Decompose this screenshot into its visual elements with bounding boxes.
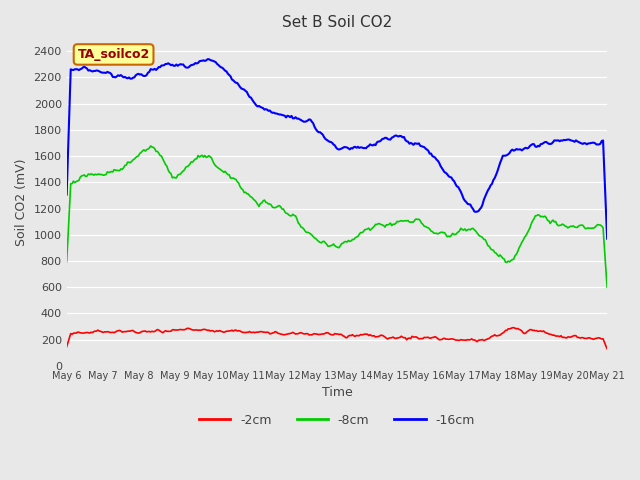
Title: Set B Soil CO2: Set B Soil CO2 (282, 15, 392, 30)
Text: TA_soilco2: TA_soilco2 (77, 48, 150, 61)
Y-axis label: Soil CO2 (mV): Soil CO2 (mV) (15, 158, 28, 246)
Legend: -2cm, -8cm, -16cm: -2cm, -8cm, -16cm (194, 409, 480, 432)
X-axis label: Time: Time (321, 386, 352, 399)
